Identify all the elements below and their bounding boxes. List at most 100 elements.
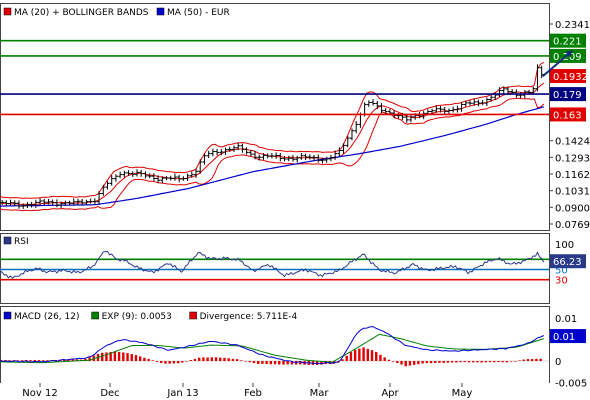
price-bar [282,156,287,162]
price-bar [105,180,110,190]
divergence-bar [20,360,24,361]
price-bar [371,99,376,106]
price-bar [189,171,194,178]
divergence-bar [522,359,525,361]
level-label-box-0.163 [550,107,586,122]
price-bar [320,157,325,164]
divergence-bar [189,360,192,361]
divergence-bar [518,360,521,362]
divergence-bar [387,359,391,361]
price-bar [210,148,215,157]
price-bar [303,153,308,160]
divergence-bar [273,361,277,365]
bollinger-upper-band [0,61,545,199]
divergence-bar [181,361,184,363]
last-price-label: 0.1932 [553,72,588,83]
divergence-bar [197,357,201,361]
rsi-legend-swatch [3,236,12,245]
price-bar [219,149,224,156]
divergence-bar [366,348,369,361]
divergence-bar [442,361,445,363]
macd-y-tick-label-0.01: 0.01 [555,314,577,325]
price-bar [463,100,468,107]
level-label-0.163: 0.163 [553,110,582,121]
x-tick-label-Jan-13: Jan 13 [166,388,198,399]
price-legend-swatch [3,7,12,16]
divergence-bar [231,358,235,361]
divergence-bar [391,361,395,362]
x-tick-label-Dec: Dec [100,388,119,399]
divergence-bar [12,360,15,361]
divergence-bar [101,352,104,361]
macd-line [0,326,545,365]
price-bar [156,175,161,184]
price-y-tick-label-0.0769: 0.0769 [555,220,590,231]
divergence-bar [210,357,214,361]
price-bar [202,153,207,165]
divergence-bar [278,361,281,365]
divergence-bar [75,359,79,361]
divergence-bar [463,361,466,363]
price-y-tick-label-0.1424: 0.1424 [555,137,590,148]
divergence-bar [345,355,348,361]
price-bar [164,176,169,181]
price-bar [84,199,89,206]
price-bar [518,92,523,99]
forecast-arrowhead-icon [565,50,573,58]
divergence-bar [375,352,378,361]
price-bar [265,153,270,159]
rsi-level-label-30: 30 [555,276,568,287]
price-bar [480,100,485,106]
price-legend-label: MA (20) + BOLLINGER BANDS [14,8,149,18]
price-bar [80,199,85,206]
divergence-bar [467,361,471,363]
divergence-bar [311,361,315,365]
rsi-legend-label: RSI [14,237,29,247]
divergence-bar [16,360,20,361]
divergence-bar [248,361,251,363]
divergence-bar [286,361,289,365]
divergence-bar [138,356,142,361]
level-label-box-0.179 [550,87,586,102]
macd-last-value-box [550,329,586,344]
divergence-bar [240,360,243,361]
price-bar [75,198,80,206]
divergence-bar [176,361,180,364]
divergence-bar [282,361,285,365]
price-bar [274,152,279,159]
price-legend-label: MA (50) - EUR [167,8,230,18]
divergence-bar [117,351,121,361]
price-bar [227,146,232,152]
macd-legend-swatch [3,311,12,320]
divergence-bar [256,361,260,365]
divergence-bar [421,361,424,364]
divergence-bar [109,351,112,361]
divergence-bar [480,361,483,363]
divergence-bar [202,357,205,361]
divergence-bar [0,359,3,361]
price-bar [4,200,9,206]
price-bar [409,114,413,123]
x-axis: Nov 12 Dec Jan 13 Feb Mar Apr May [22,383,472,399]
ohlc-bars [0,64,544,209]
price-bar [257,154,262,161]
price-y-tick-label-0.1031: 0.1031 [555,187,590,198]
divergence-bar [404,361,407,367]
divergence-bar [151,360,155,361]
divergence-bar [67,359,70,361]
rsi-level-label-50: 50 [555,266,568,277]
divergence-bar [143,357,146,361]
divergence-bar [476,361,479,363]
divergence-bar [383,357,386,361]
price-bar [307,154,312,160]
price-bar [404,114,409,123]
price-bar [438,106,443,113]
macd-panel-frame [0,306,550,384]
divergence-bar [396,361,399,364]
divergence-bar [362,347,365,361]
price-bar [366,100,371,107]
price-bar [59,201,64,209]
divergence-bar [37,359,41,361]
price-bar [442,107,447,115]
